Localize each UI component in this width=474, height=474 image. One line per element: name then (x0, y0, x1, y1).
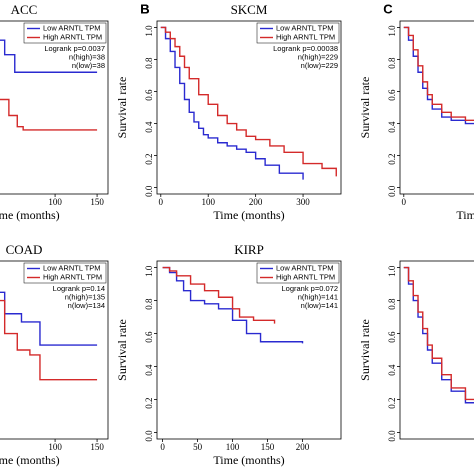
legend-label: Low ARNTL TPM (43, 23, 101, 32)
x-axis-label: Time (months) (456, 208, 474, 222)
x-tick-label: 100 (201, 197, 215, 207)
survival-curve (403, 26, 474, 125)
x-tick-label: 0 (402, 197, 407, 207)
survival-curve (403, 26, 474, 122)
legend-label: Low ARNTL TPM (43, 263, 101, 272)
survival-curve (0, 299, 98, 381)
y-tick-label: 0.2 (144, 154, 154, 165)
plot-frame (156, 20, 342, 195)
y-tick-label: 1.0 (144, 25, 154, 37)
survival-curve (0, 291, 98, 346)
survival-curve (0, 98, 98, 131)
survival-curve (0, 39, 98, 73)
legend-label: Low ARNTL TPM (276, 263, 334, 272)
x-tick-label: 200 (296, 442, 310, 452)
y-tick-label: 0.0 (387, 430, 397, 442)
survival-curve (403, 266, 474, 401)
legend-box (23, 22, 107, 44)
y-tick-label: 0.0 (144, 430, 154, 442)
y-tick-label: 0.6 (387, 89, 397, 101)
y-tick-label: 1.0 (387, 265, 397, 277)
y-tick-label: 1.0 (144, 265, 154, 277)
y-tick-label: 0.8 (144, 57, 154, 69)
y-tick-label: 0.4 (387, 121, 397, 133)
y-tick-label: 0.0 (387, 185, 397, 197)
x-tick-label: 300 (296, 197, 310, 207)
x-axis-label: Time (months) (0, 453, 60, 467)
panel-label: B (140, 1, 149, 16)
plot-frame (156, 260, 342, 440)
x-tick-label: 0 (160, 442, 165, 452)
legend-label: High ARNTL TPM (43, 272, 102, 281)
y-axis-label: Survival rate (115, 77, 129, 139)
stat-text: n(high)=229 (298, 52, 338, 61)
legend-box (23, 262, 107, 284)
y-axis-label: Survival rate (115, 319, 129, 381)
survival-curve (162, 266, 276, 324)
y-tick-label: 1.0 (387, 25, 397, 37)
chart-title: KIRP (234, 242, 264, 257)
y-tick-label: 0.4 (144, 364, 154, 376)
chart-title: COAD (6, 242, 43, 257)
y-tick-label: 0.2 (387, 397, 397, 408)
stat-text: n(high)=38 (69, 52, 105, 61)
stat-text: n(high)=141 (298, 292, 338, 301)
legend-label: High ARNTL TPM (276, 272, 335, 281)
stat-text: n(high)=135 (65, 292, 105, 301)
chart-title: SKCM (231, 2, 268, 17)
panel-label: C (383, 1, 393, 16)
survival-curve (160, 26, 304, 180)
y-axis-label: Survival rate (358, 77, 372, 139)
y-tick-label: 0.8 (387, 57, 397, 69)
y-tick-label: 0.2 (387, 154, 397, 165)
y-tick-label: 0.6 (387, 331, 397, 343)
x-tick-label: 100 (48, 442, 62, 452)
legend-box (256, 262, 340, 284)
stat-text: Logrank p=0.00038 (273, 44, 338, 53)
stat-text: n(low)=141 (301, 301, 338, 310)
x-tick-label: 150 (90, 197, 104, 207)
y-tick-label: 0.4 (144, 121, 154, 133)
x-tick-label: 0 (159, 197, 164, 207)
legend-label: High ARNTL TPM (43, 32, 102, 41)
chart-title: ACC (11, 2, 38, 17)
x-tick-label: 50 (193, 442, 203, 452)
x-axis-label: Time (months) (0, 208, 60, 222)
stat-text: Logrank p=0.072 (281, 284, 338, 293)
plot-frame (0, 20, 109, 195)
legend-label: High ARNTL TPM (276, 32, 335, 41)
plot-frame (399, 20, 474, 195)
plot-frame (399, 260, 474, 440)
survival-curve (160, 26, 337, 177)
y-axis-label: Survival rate (358, 319, 372, 381)
x-tick-label: 100 (48, 197, 62, 207)
x-tick-label: 100 (226, 442, 240, 452)
y-tick-label: 0.6 (144, 331, 154, 343)
y-tick-label: 0.8 (387, 298, 397, 310)
y-tick-label: 0.4 (387, 364, 397, 376)
x-tick-label: 200 (249, 197, 263, 207)
stat-text: Logrank p=0.14 (53, 284, 105, 293)
y-tick-label: 0.0 (144, 185, 154, 197)
stat-text: n(low)=38 (72, 61, 105, 70)
x-axis-label: Time (months) (213, 453, 284, 467)
plot-frame (0, 260, 109, 440)
y-tick-label: 0.6 (144, 89, 154, 101)
x-axis-label: Time (months) (213, 208, 284, 222)
y-tick-label: 0.2 (144, 397, 154, 408)
stat-text: n(low)=229 (301, 61, 338, 70)
x-tick-label: 150 (90, 442, 104, 452)
legend-box (256, 22, 340, 44)
stat-text: Logrank p=0.0037 (44, 44, 105, 53)
y-tick-label: 0.8 (144, 298, 154, 310)
stat-text: n(low)=134 (68, 301, 105, 310)
legend-label: Low ARNTL TPM (276, 23, 334, 32)
x-tick-label: 150 (261, 442, 275, 452)
panel-label: B (140, 1, 149, 16)
